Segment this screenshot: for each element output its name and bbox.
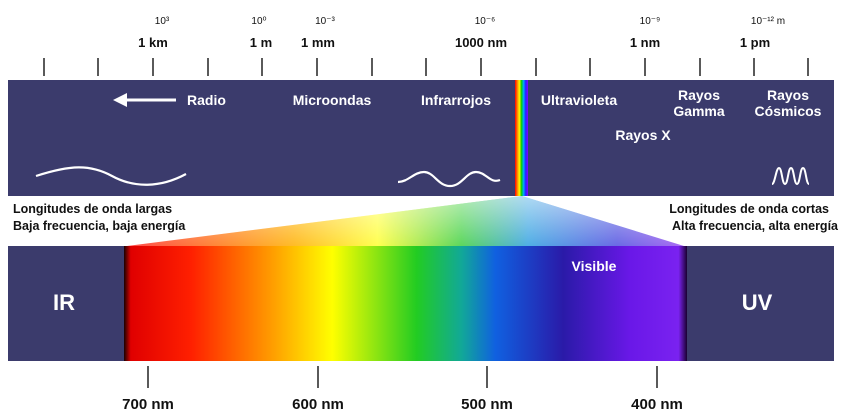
top-tick-label: 1 km [138, 35, 168, 50]
band-label-ultraviolet: Ultravioleta [541, 92, 617, 108]
band-label-infrared: Infrarrojos [421, 92, 491, 108]
bottom-tick-label: 400 nm [631, 396, 683, 413]
visible-light-fan [127, 196, 684, 246]
band-label-radio: Radio [187, 92, 226, 108]
long-wave-icon [35, 166, 187, 186]
band-label-gamma-line2: Gamma [673, 103, 725, 119]
top-scale-minor-ticks [43, 58, 809, 76]
band-label-gamma-line1: Rayos [678, 87, 720, 103]
top-tick-label: 1 nm [630, 35, 660, 50]
band-label-cosmic-line2: Cósmicos [755, 103, 822, 119]
arrow-left-icon [113, 93, 176, 107]
visible-light-strip [515, 80, 528, 196]
uv-region [684, 246, 834, 361]
top-tick-label: 1 mm [301, 35, 335, 50]
visible-spectrum-band [124, 246, 687, 361]
bottom-tick-label: 500 nm [461, 396, 513, 413]
top-tick-label: 1 m [250, 35, 272, 50]
top-tick-exponent: 10⁻¹² m [751, 16, 785, 27]
long-wavelength-note-line1: Longitudes de onda largas [13, 202, 172, 216]
top-tick-label: 1000 nm [455, 35, 507, 50]
bottom-wavelength-scale: 700 nm 600 nm 500 nm 400 nm [122, 366, 683, 413]
short-wavelength-note-line2: Alta frecuencia, alta energía [672, 219, 839, 233]
top-tick-exponent: 10⁰ [251, 16, 266, 27]
top-tick-label: 1 pm [740, 35, 770, 50]
visible-label: Visible [572, 258, 617, 274]
long-wavelength-note-line2: Baja frecuencia, baja energía [13, 219, 186, 233]
band-label-cosmic-line1: Rayos [767, 87, 809, 103]
short-wavelength-note-line1: Longitudes de onda cortas [669, 202, 829, 216]
bottom-tick-label: 600 nm [292, 396, 344, 413]
band-label-xray: Rayos X [615, 127, 671, 143]
top-wavelength-scale: 10³ 1 km 10⁰ 1 m 10⁻³ 1 mm 10⁻⁶ 1000 nm … [43, 16, 809, 76]
top-tick-exponent: 10⁻⁶ [475, 16, 496, 27]
uv-label: UV [742, 290, 773, 315]
bottom-tick-label: 700 nm [122, 396, 174, 413]
top-tick-exponent: 10³ [155, 16, 170, 27]
top-tick-exponent: 10⁻⁹ [640, 16, 661, 27]
short-wave-icon [771, 166, 810, 186]
medium-wave-icon [397, 170, 501, 188]
band-label-microwaves: Microondas [293, 92, 372, 108]
ir-region [8, 246, 127, 361]
ir-label: IR [53, 290, 75, 315]
top-tick-exponent: 10⁻³ [315, 16, 335, 27]
